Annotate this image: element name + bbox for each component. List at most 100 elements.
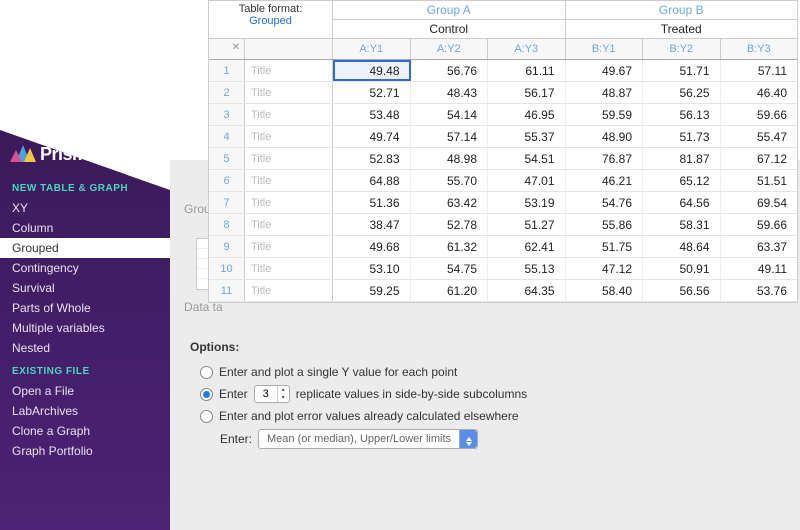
row-number[interactable]: 3	[209, 104, 245, 125]
radio-single-y[interactable]	[200, 366, 213, 379]
data-cell[interactable]: 61.20	[411, 280, 489, 301]
data-cell[interactable]: 49.11	[721, 258, 798, 279]
data-cell[interactable]: 61.32	[411, 236, 489, 257]
data-cell[interactable]: 54.75	[411, 258, 489, 279]
replicate-count-input[interactable]	[255, 388, 277, 400]
row-title[interactable]: Title	[245, 236, 333, 257]
group-subhead[interactable]: Treated	[566, 19, 798, 38]
data-cell[interactable]: 81.87	[643, 148, 721, 169]
data-cell[interactable]: 56.76	[411, 60, 489, 81]
replicate-stepper[interactable]: ▴▾	[254, 385, 290, 403]
data-cell[interactable]: 56.17	[488, 82, 566, 103]
row-number[interactable]: 8	[209, 214, 245, 235]
option-single-y[interactable]: Enter and plot a single Y value for each…	[190, 362, 780, 382]
data-cell[interactable]: 61.11	[488, 60, 566, 81]
row-title[interactable]: Title	[245, 192, 333, 213]
data-cell[interactable]: 69.54	[721, 192, 798, 213]
data-cell[interactable]: 51.73	[643, 126, 721, 147]
data-cell[interactable]: 49.48	[333, 60, 411, 81]
sidebar-item-nested[interactable]: Nested	[0, 338, 170, 358]
data-cell[interactable]: 48.90	[566, 126, 644, 147]
row-number[interactable]: 7	[209, 192, 245, 213]
table-format-value[interactable]: Grouped	[213, 15, 328, 27]
option-error-values[interactable]: Enter and plot error values already calc…	[190, 406, 780, 426]
data-cell[interactable]: 53.19	[488, 192, 566, 213]
data-cell[interactable]: 53.48	[333, 104, 411, 125]
sidebar-item-multiple-variables[interactable]: Multiple variables	[0, 318, 170, 338]
sidebar-item-xy[interactable]: XY	[0, 198, 170, 218]
data-cell[interactable]: 49.67	[566, 60, 644, 81]
data-cell[interactable]: 52.71	[333, 82, 411, 103]
row-number[interactable]: 6	[209, 170, 245, 191]
data-cell[interactable]: 63.42	[411, 192, 489, 213]
data-cell[interactable]: 55.13	[488, 258, 566, 279]
row-title[interactable]: Title	[245, 104, 333, 125]
sidebar-item-contingency[interactable]: Contingency	[0, 258, 170, 278]
data-cell[interactable]: 55.37	[488, 126, 566, 147]
sidebar-item-clone-a-graph[interactable]: Clone a Graph	[0, 421, 170, 441]
data-cell[interactable]: 49.68	[333, 236, 411, 257]
data-cell[interactable]: 54.51	[488, 148, 566, 169]
data-cell[interactable]: 38.47	[333, 214, 411, 235]
data-cell[interactable]: 57.14	[411, 126, 489, 147]
sidebar-item-parts-of-whole[interactable]: Parts of Whole	[0, 298, 170, 318]
data-cell[interactable]: 56.13	[643, 104, 721, 125]
data-cell[interactable]: 58.31	[643, 214, 721, 235]
group-subhead[interactable]: Control	[333, 19, 565, 38]
combo-arrow-icon[interactable]	[459, 430, 477, 448]
option-replicates[interactable]: Enter ▴▾ replicate values in side-by-sid…	[190, 382, 780, 406]
data-cell[interactable]: 51.71	[643, 60, 721, 81]
data-cell[interactable]: 54.76	[566, 192, 644, 213]
row-number[interactable]: 11	[209, 280, 245, 301]
data-cell[interactable]: 55.86	[566, 214, 644, 235]
data-cell[interactable]: 59.66	[721, 104, 798, 125]
data-cell[interactable]: 47.01	[488, 170, 566, 191]
data-cell[interactable]: 64.88	[333, 170, 411, 191]
data-cell[interactable]: 53.76	[721, 280, 798, 301]
data-cell[interactable]: 57.11	[721, 60, 798, 81]
row-number[interactable]: 5	[209, 148, 245, 169]
column-header[interactable]: B:Y3	[721, 39, 798, 59]
row-title[interactable]: Title	[245, 170, 333, 191]
row-title[interactable]: Title	[245, 258, 333, 279]
data-cell[interactable]: 50.91	[643, 258, 721, 279]
sidebar-item-grouped[interactable]: Grouped	[0, 238, 170, 258]
data-cell[interactable]: 51.75	[566, 236, 644, 257]
column-header[interactable]: A:Y2	[411, 39, 489, 59]
row-title[interactable]: Title	[245, 280, 333, 301]
sidebar-item-open-a-file[interactable]: Open a File	[0, 381, 170, 401]
column-header[interactable]: B:Y2	[643, 39, 721, 59]
data-cell[interactable]: 49.74	[333, 126, 411, 147]
data-cell[interactable]: 46.40	[721, 82, 798, 103]
data-cell[interactable]: 48.98	[411, 148, 489, 169]
data-cell[interactable]: 65.12	[643, 170, 721, 191]
row-number[interactable]: 2	[209, 82, 245, 103]
sidebar-item-labarchives[interactable]: LabArchives	[0, 401, 170, 421]
data-cell[interactable]: 59.66	[721, 214, 798, 235]
data-cell[interactable]: 51.51	[721, 170, 798, 191]
row-number[interactable]: 1	[209, 60, 245, 81]
data-cell[interactable]: 63.37	[721, 236, 798, 257]
data-cell[interactable]: 55.70	[411, 170, 489, 191]
data-cell[interactable]: 51.27	[488, 214, 566, 235]
data-cell[interactable]: 52.83	[333, 148, 411, 169]
data-cell[interactable]: 58.40	[566, 280, 644, 301]
data-cell[interactable]: 48.64	[643, 236, 721, 257]
row-title[interactable]: Title	[245, 82, 333, 103]
row-title[interactable]: Title	[245, 214, 333, 235]
data-cell[interactable]: 48.43	[411, 82, 489, 103]
data-cell[interactable]: 56.56	[643, 280, 721, 301]
data-cell[interactable]: 48.87	[566, 82, 644, 103]
radio-replicates[interactable]	[200, 388, 213, 401]
data-cell[interactable]: 59.59	[566, 104, 644, 125]
group-header[interactable]: Group AControl	[333, 1, 566, 38]
data-cell[interactable]: 64.56	[643, 192, 721, 213]
row-number[interactable]: 9	[209, 236, 245, 257]
group-header[interactable]: Group BTreated	[566, 1, 798, 38]
data-cell[interactable]: 76.87	[566, 148, 644, 169]
data-cell[interactable]: 54.14	[411, 104, 489, 125]
row-title[interactable]: Title	[245, 60, 333, 81]
data-cell[interactable]: 67.12	[721, 148, 798, 169]
column-header[interactable]: B:Y1	[566, 39, 644, 59]
data-cell[interactable]: 56.25	[643, 82, 721, 103]
